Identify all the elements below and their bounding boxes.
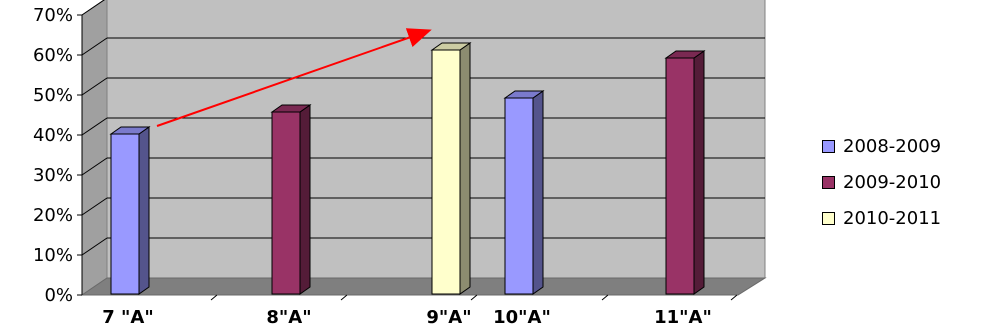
legend-swatch-2008-2009 [822,139,835,153]
gridline-side [81,37,108,56]
y-tick-label: 50% [33,85,73,106]
y-tick-label: 70% [33,5,73,26]
y-tick-label: 30% [33,165,73,186]
bar-side-2009-2010 [299,104,311,295]
legend-label-2008-2009: 2008-2009 [843,135,942,157]
x-tick-mark [340,294,348,301]
legend-label-2009-2010: 2009-2010 [843,171,942,193]
gridline-side [81,117,108,136]
x-tick-label: 8"A" [266,307,311,328]
legend-swatch-2010-2011 [822,211,835,225]
chart-legend: 2008-2009 2009-2010 2010-2011 [822,128,941,236]
y-tick-label: 0% [44,285,73,306]
bar-side-2008-2009 [532,90,544,295]
legend-item-2009-2010: 2009-2010 [822,164,941,200]
gridline-side [81,0,105,16]
y-tick-label: 10% [33,245,73,266]
legend-item-2010-2011: 2010-2011 [822,200,941,236]
x-tick-mark [470,294,478,301]
chart-floor [80,277,767,296]
x-tick-label: 9"A" [426,307,471,328]
gridline-side [81,197,108,216]
y-tick-label: 20% [33,205,73,226]
x-tick-label: 10"A" [493,307,551,328]
bar-2008-2009 [110,133,140,295]
bar-2008-2009 [504,97,534,295]
trend-arrow [156,28,432,127]
bar-2009-2010 [271,111,301,295]
gridline-side [81,237,108,256]
x-tick-label: 11"A" [654,307,712,328]
y-tick-label: 40% [33,125,73,146]
bar-side-2008-2009 [138,126,150,295]
legend-swatch-2009-2010 [822,175,835,189]
x-tick-label: 7 "A" [102,307,153,328]
x-tick-mark [601,294,609,301]
bar-2009-2010 [665,57,695,295]
gridline-side [81,77,108,96]
chart-side-wall [81,0,108,296]
gridline-side [81,157,108,176]
x-tick-mark [210,294,218,301]
legend-label-2010-2011: 2010-2011 [843,207,942,229]
bar-side-2010-2011 [459,42,471,295]
y-tick-label: 60% [33,45,73,66]
bar-2010-2011 [431,49,461,295]
x-tick-mark [730,294,738,301]
legend-item-2008-2009: 2008-2009 [822,128,941,164]
bar-side-2009-2010 [693,50,705,295]
